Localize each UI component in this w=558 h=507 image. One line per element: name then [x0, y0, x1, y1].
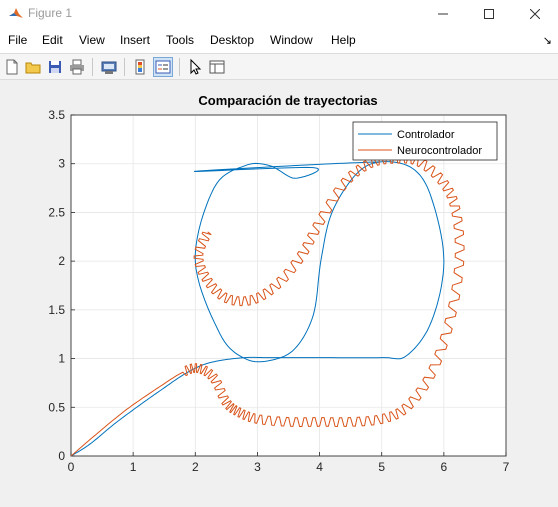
menu-window[interactable]: Window — [270, 33, 313, 47]
undock-arrow-icon[interactable]: ↘ — [542, 35, 552, 47]
legend[interactable]: Controlador Neurocontrolador — [352, 121, 498, 161]
save-icon — [49, 61, 61, 73]
x-tick-label: 2 — [192, 460, 199, 474]
new-figure-button[interactable] — [2, 57, 22, 77]
window-title: Figure 1 — [28, 6, 73, 20]
print-preview-button[interactable] — [99, 57, 119, 77]
open-file-button[interactable] — [23, 57, 43, 77]
y-tick-label: 1 — [58, 352, 65, 366]
maximize-icon — [484, 9, 494, 19]
menu-insert[interactable]: Insert — [120, 33, 151, 47]
y-tick-label: 2 — [58, 254, 65, 268]
insert-colorbar-button[interactable] — [131, 57, 151, 77]
edit-plot-icon — [190, 58, 202, 75]
maximize-button[interactable] — [466, 0, 512, 28]
print-button[interactable] — [67, 57, 87, 77]
property-inspector-icon — [209, 60, 225, 74]
minimize-button[interactable] — [420, 0, 466, 28]
open-file-icon — [25, 62, 41, 74]
close-icon — [530, 9, 540, 19]
insert-legend-button[interactable] — [153, 57, 173, 77]
menu-bar: File Edit View Insert Tools Desktop Wind… — [0, 28, 558, 53]
x-tick-label: 5 — [378, 460, 385, 474]
y-tick-label: 3 — [58, 157, 65, 171]
x-tick-label: 7 — [503, 460, 510, 474]
x-tick-label: 6 — [441, 460, 448, 474]
grid-lines — [70, 114, 507, 457]
trajectory-chart[interactable]: Comparación de trayectorias 0 1 2 3 4 5 6 7 0 0.… — [0, 80, 558, 502]
chart-title: Comparación de trayectorias — [198, 93, 377, 108]
insert-colorbar-icon — [135, 59, 145, 75]
legend-label-neurocontrolador: Neurocontrolador — [397, 145, 482, 157]
edit-plot-button[interactable] — [185, 57, 205, 77]
print-preview-icon — [101, 61, 117, 74]
new-figure-icon — [6, 59, 18, 75]
menu-help[interactable]: Help — [331, 33, 356, 47]
minimize-icon — [438, 13, 448, 15]
menu-file[interactable]: File — [8, 33, 28, 47]
menu-desktop[interactable]: Desktop — [210, 33, 255, 47]
x-tick-label: 3 — [254, 460, 261, 474]
menu-tools[interactable]: Tools — [166, 33, 195, 47]
y-tick-label: 3.5 — [48, 108, 65, 122]
y-tick-label: 0 — [58, 449, 65, 463]
legend-label-controlador: Controlador — [397, 129, 455, 141]
figure-canvas: Comparación de trayectorias 0 1 2 3 4 5 6 7 0 0.… — [0, 80, 558, 502]
insert-legend-icon — [155, 60, 171, 74]
y-tick-label: 1.5 — [48, 303, 65, 317]
menu-view[interactable]: View — [79, 33, 105, 47]
y-tick-label: 2.5 — [48, 205, 65, 219]
x-tick-label: 4 — [316, 460, 323, 474]
y-tick-label: 0.5 — [48, 400, 65, 414]
window-titlebar: Figure 1 — [0, 0, 558, 28]
x-tick-label: 0 — [68, 460, 75, 474]
axes-frame — [70, 114, 507, 457]
property-inspector-button[interactable] — [207, 57, 227, 77]
save-button[interactable] — [45, 57, 65, 77]
series-neurocontrolador — [70, 153, 465, 457]
print-icon — [70, 59, 84, 75]
figure-toolbar — [0, 53, 558, 80]
menu-edit[interactable]: Edit — [42, 33, 63, 47]
close-button[interactable] — [512, 0, 558, 28]
x-tick-label: 1 — [130, 460, 137, 474]
x-tick-labels: 0 1 2 3 4 5 6 7 — [68, 452, 510, 474]
series-layer — [70, 153, 465, 457]
y-tick-labels: 0 0.5 1 1.5 2 2.5 3 3.5 — [48, 108, 75, 463]
matlab-icon — [9, 8, 23, 18]
